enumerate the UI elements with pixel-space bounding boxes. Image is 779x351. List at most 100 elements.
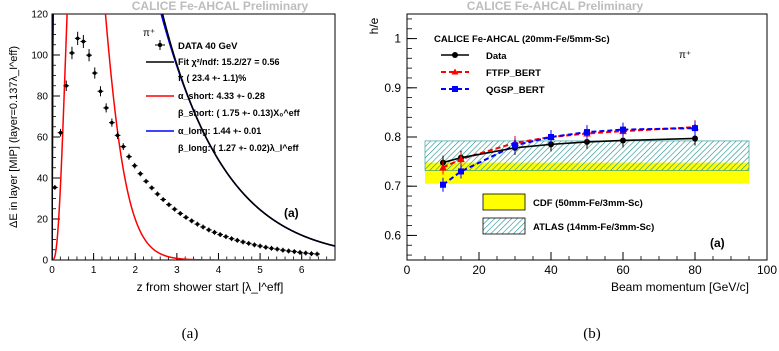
legend-atlas-label: ATLAS (14mm-Fe/3mm-Sc) [533, 222, 654, 233]
x-tick-label: 0 [49, 265, 55, 276]
panel-b-banner: CALICE Fe-AHCAL Preliminary [467, 0, 644, 13]
panel-b: CALICE Fe-AHCAL Preliminary 0 20 40 60 80 100… [367, 0, 777, 342]
data-point [154, 191, 161, 197]
x-tick-label: 6 [299, 265, 305, 276]
panel-a-short-component-curve [52, 14, 335, 260]
data-point [63, 80, 70, 91]
data-point [57, 128, 64, 137]
panel-b-tag: (a) [710, 236, 725, 250]
data-point [228, 236, 235, 242]
data-point [114, 131, 121, 140]
x-tick-label: 80 [688, 263, 702, 277]
data-point [314, 251, 320, 257]
data-point [245, 240, 252, 246]
y-tick-label: 60 [37, 133, 49, 144]
data-point [86, 49, 92, 62]
y-tick-label: 0.6 [384, 228, 401, 242]
data-point [234, 237, 241, 243]
legend-ftfp-label: FTFP_BERT [486, 68, 541, 79]
marker-qgsp-bert [584, 125, 590, 140]
data-point [268, 245, 275, 251]
data-point [297, 249, 303, 255]
panel-a-caption: (a) [182, 326, 199, 342]
data-point [240, 239, 246, 245]
data-point [262, 244, 269, 250]
data-point [200, 224, 206, 230]
data-point [308, 251, 315, 257]
data-point [171, 206, 178, 212]
panel-b-title: CALICE Fe-AHCAL (20mm-Fe/5mm-Sc) [434, 34, 610, 45]
data-point [103, 103, 110, 113]
y-tick-label: 0.7 [384, 179, 401, 193]
data-point [274, 246, 281, 252]
panel-a-x-label: z from shower start [λ_I^eff] [137, 280, 284, 294]
data-point [291, 249, 298, 255]
data-point [91, 67, 98, 79]
panel-a-y-axis: 0 20 40 60 80 100 120 [31, 10, 60, 267]
legend-ftfp-marker [451, 68, 459, 75]
legend-f-label: f: ( 23.4 +- 1.1)% [178, 73, 246, 83]
x-tick-label: 4 [216, 265, 222, 276]
panel-a-x-axis: 0 1 2 3 4 5 6 [49, 253, 328, 276]
data-point [211, 229, 218, 235]
data-point [109, 118, 115, 127]
marker-qgsp-bert [620, 122, 626, 137]
marker-ftfp-bert [457, 152, 465, 167]
data-point [217, 232, 224, 238]
panel-b-x-label: Beam momentum [GeV/c] [611, 280, 749, 294]
panel-b-band-legend: CDF (50mm-Fe/3mm-Sc) ATLAS (14mm-Fe/3mm-… [482, 193, 654, 235]
panel-b-x-axis: 0 20 40 60 80 100 [404, 252, 777, 277]
data-point [143, 178, 149, 184]
panel-a-tag: (a) [284, 206, 299, 220]
data-point [97, 86, 104, 97]
data-point [188, 218, 195, 224]
legend-beta-short: β_short: ( 1.75 +- 0.13)X₀^eff [178, 108, 301, 118]
x-tick-label: 0 [404, 263, 411, 277]
panel-b-particle-label: π⁺ [679, 50, 691, 61]
data-point [52, 184, 58, 190]
data-point [148, 185, 155, 191]
panel-b-y-label: h/e [367, 17, 381, 34]
y-tick-label: 20 [37, 215, 49, 226]
y-tick-label: 40 [37, 174, 49, 185]
data-point [160, 197, 167, 202]
data-point [137, 171, 144, 177]
data-point [126, 153, 132, 160]
panel-a-banner: CALICE Fe-AHCAL Preliminary [132, 0, 309, 13]
x-tick-label: 100 [757, 263, 777, 277]
data-point [69, 46, 75, 60]
legend-data-label: Data [486, 51, 507, 62]
y-tick-label: 0.9 [384, 81, 401, 95]
data-point [285, 248, 292, 254]
data-point [280, 247, 286, 253]
panel-a: CALICE Fe-AHCAL Preliminary 0 1 2 3 4 5 6 0 20 4… [8, 0, 336, 342]
data-point [131, 162, 138, 169]
legend-fit-label: Fit χ²/ndf: 15.2/27 = 0.56 [178, 57, 279, 67]
y-tick-label: 0.8 [384, 130, 401, 144]
y-tick-label: 80 [37, 92, 49, 103]
panel-a-fit-curve [52, 14, 335, 260]
data-point [302, 250, 309, 256]
x-tick-label: 60 [616, 263, 630, 277]
panel-a-data-points [52, 31, 320, 257]
data-point [223, 234, 229, 240]
panel-b-caption: (b) [583, 326, 601, 342]
y-tick-label: 100 [31, 51, 48, 62]
data-point [183, 214, 189, 220]
panel-b-y-axis: 0.6 0.7 0.8 0.9 1 [384, 18, 417, 256]
data-point [205, 227, 212, 233]
x-tick-label: 20 [472, 263, 486, 277]
x-tick-label: 40 [544, 263, 558, 277]
panel-b-legend: Data FTFP_BERT QGSP_BERT [441, 51, 545, 96]
marker-qgsp-bert [548, 130, 554, 144]
panel-a-y-label: ΔE in layer [MIP] (layer=0.137λ_I^eff) [8, 46, 20, 228]
legend-atlas-swatch [482, 217, 526, 235]
legend-qgsp-label: QGSP_BERT [486, 85, 545, 96]
x-tick-label: 5 [257, 265, 263, 276]
legend-qgsp-marker [452, 86, 458, 92]
marker-qgsp-bert [440, 177, 446, 192]
x-tick-label: 1 [91, 265, 97, 276]
panel-a-legend: DATA 40 GeV Fit χ²/ndf: 15.2/27 = 0.56 f… [146, 40, 301, 153]
legend-beta-long: β_long: ( 1.27 +- 0.02)λ_I^eff [178, 143, 300, 153]
